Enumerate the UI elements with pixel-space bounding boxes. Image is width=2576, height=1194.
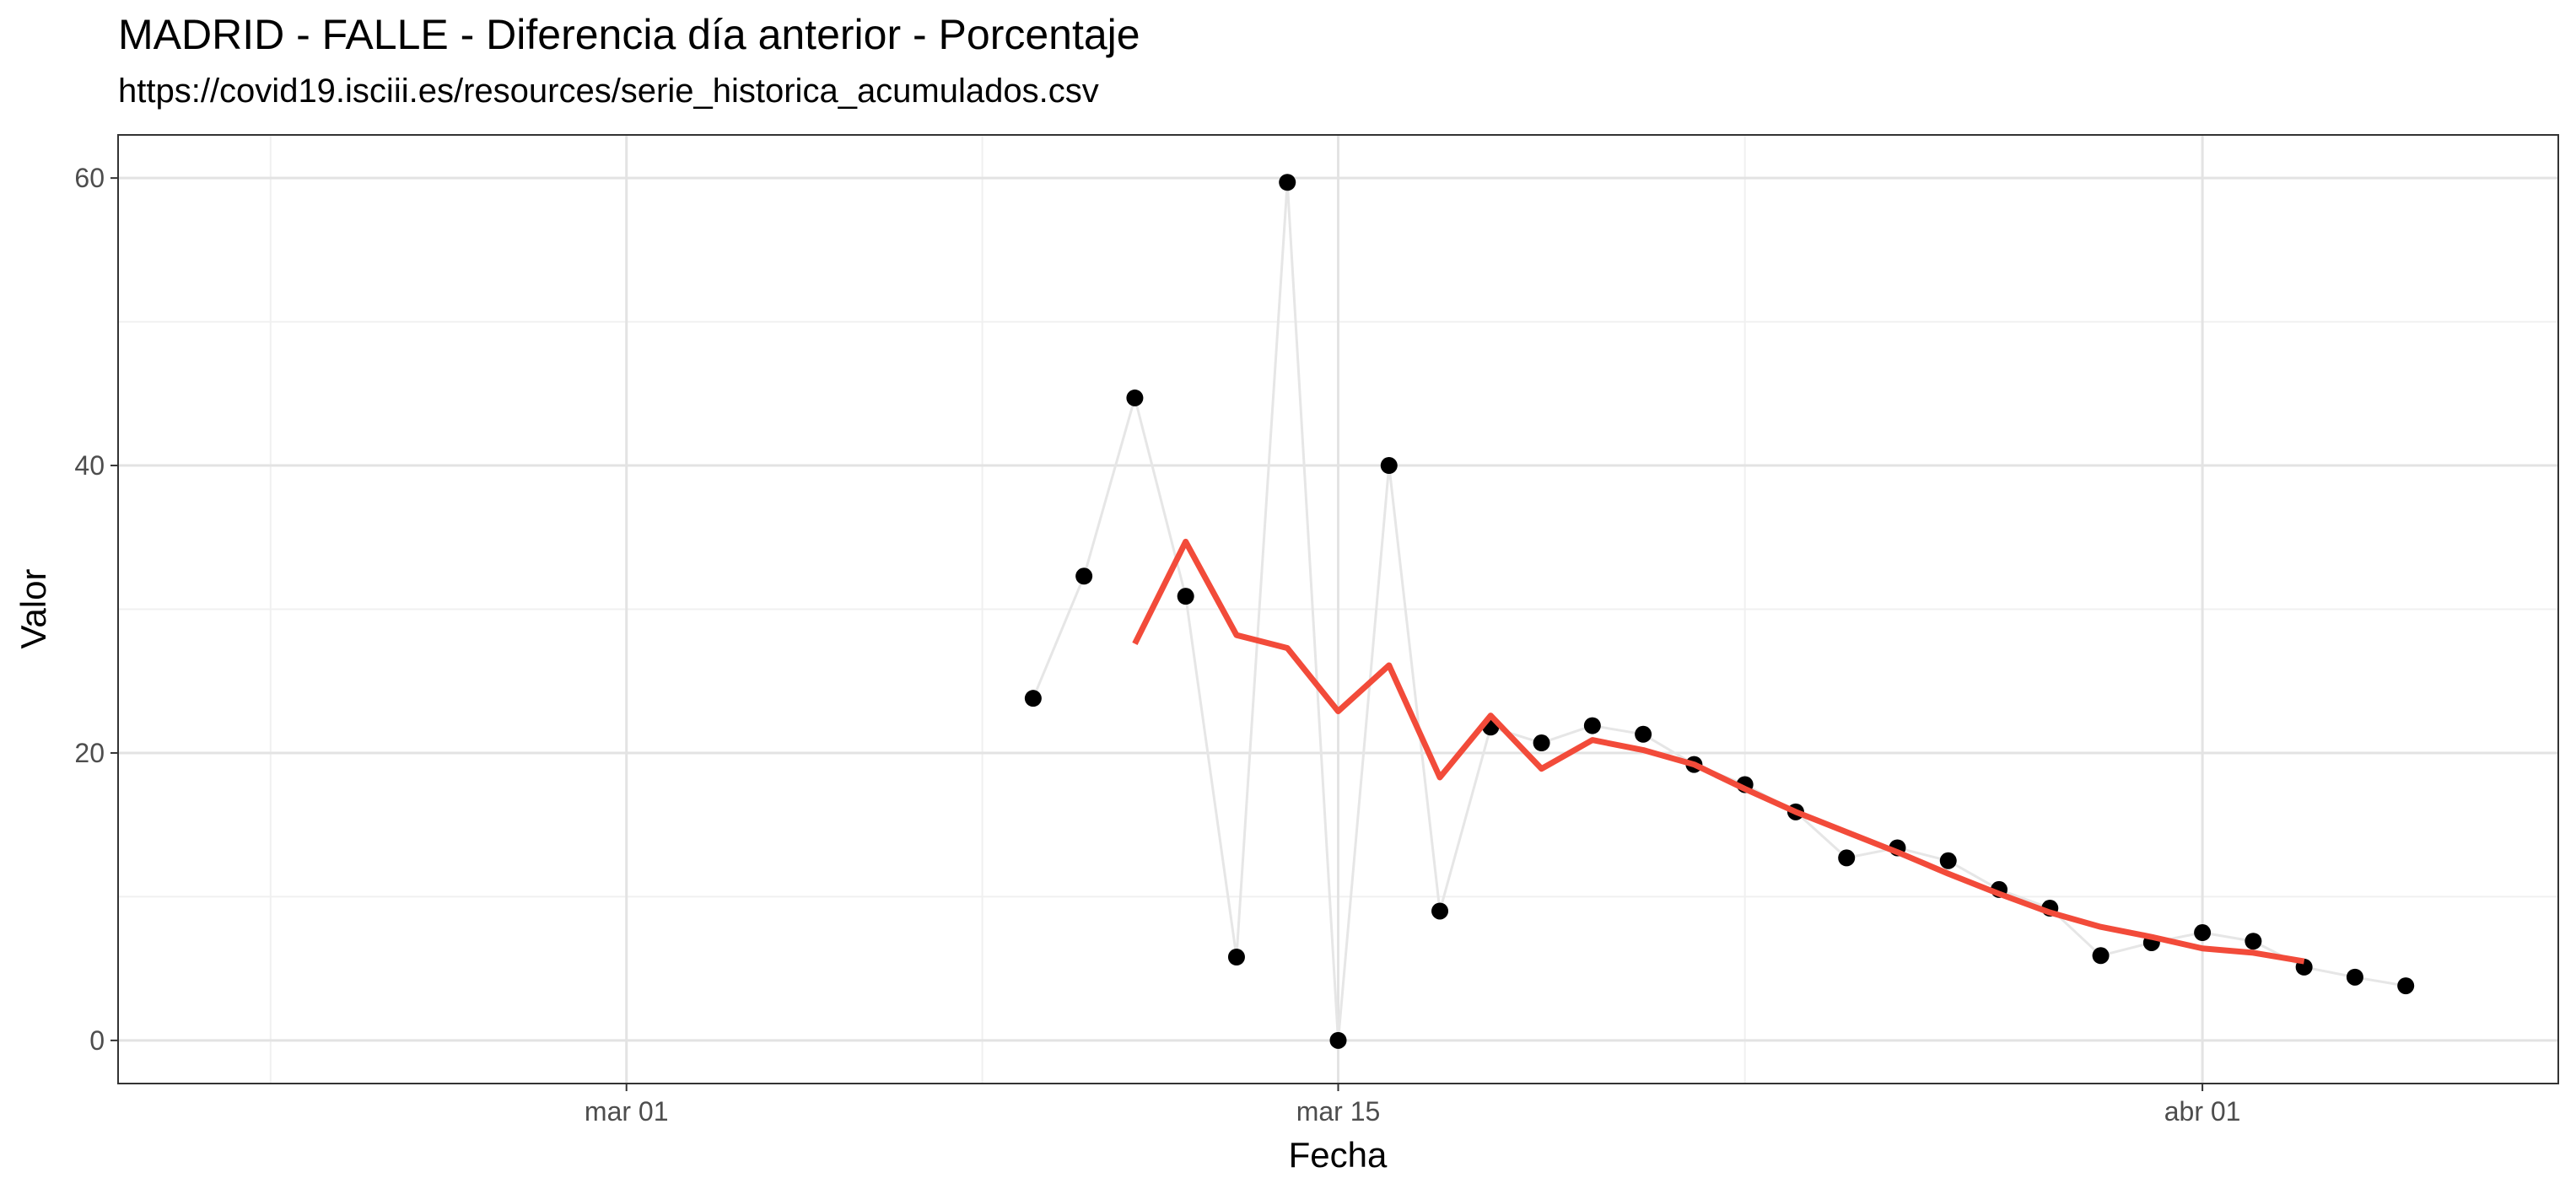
series-layer (1024, 174, 2415, 1049)
data-point (1583, 717, 1601, 734)
data-point (1024, 690, 1042, 707)
data-point (1380, 457, 1398, 475)
data-point (1533, 734, 1550, 752)
minor-gridlines (118, 135, 2558, 1084)
data-point (1075, 567, 1093, 585)
x-tick-label: abr 01 (2164, 1096, 2241, 1127)
data-point (1227, 949, 1245, 965)
data-point (1939, 852, 1957, 869)
y-tick-label: 20 (74, 738, 105, 768)
data-point (1126, 389, 1144, 406)
y-tick-label: 0 (89, 1025, 105, 1056)
data-point (1329, 1031, 1347, 1049)
data-point (2245, 933, 2262, 950)
x-tick-label: mar 01 (585, 1096, 669, 1127)
data-point (1177, 588, 1194, 605)
y-tick-label: 60 (74, 163, 105, 193)
moving-average-line (1132, 538, 2305, 965)
data-point (1279, 174, 1296, 191)
data-point (2194, 924, 2212, 942)
data-point (2092, 947, 2110, 965)
data-point (1431, 902, 1449, 920)
data-point (1838, 849, 1856, 867)
data-point (1635, 725, 1652, 743)
x-axis: mar 01 mar 15 abr 01 (585, 1084, 2241, 1127)
chart-title: MADRID - FALLE - Diferencia día anterior… (118, 11, 1140, 58)
y-axis-title: Valor (13, 569, 53, 649)
data-point (2397, 977, 2415, 995)
y-tick-label: 40 (74, 450, 105, 481)
chart-subtitle: https://covid19.isciii.es/resources/seri… (118, 73, 1099, 110)
data-point (2346, 968, 2363, 986)
x-tick-label: mar 15 (1296, 1096, 1381, 1127)
x-axis-title: Fecha (1289, 1135, 1388, 1175)
y-axis: 0 20 40 60 (74, 163, 118, 1056)
